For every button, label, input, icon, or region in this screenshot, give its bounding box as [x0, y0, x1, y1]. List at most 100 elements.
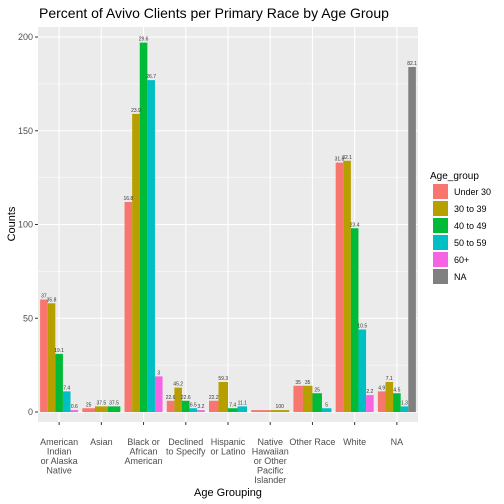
legend-swatch [433, 235, 448, 250]
bar [302, 385, 313, 412]
bar [47, 303, 56, 412]
bar-data-label: 6.5 [190, 402, 197, 408]
x-tick-label: White [343, 437, 366, 447]
x-tick-label: Native Hawaiian or Other Pacific Islander [252, 437, 289, 485]
x-axis: American Indian or Alaska Native Asian Black … [40, 422, 403, 485]
bar [107, 406, 121, 412]
bar-data-label: 4.9 [378, 385, 385, 391]
bar [139, 42, 148, 412]
bar [270, 410, 290, 412]
bar [293, 385, 303, 412]
bar [166, 400, 175, 412]
bar-data-label: 22.6 [166, 395, 176, 401]
bar-data-label: 22.6 [181, 395, 191, 401]
y-tick-label: 150 [18, 126, 33, 136]
legend-label: 60+ [454, 255, 469, 265]
bar-data-label: 7.1 [386, 376, 393, 382]
bar [197, 410, 205, 412]
legend-swatch [433, 184, 448, 199]
bar-data-label: 4.5 [393, 387, 400, 393]
bar [385, 382, 394, 412]
bar [147, 80, 155, 412]
y-axis-title: Counts [6, 206, 18, 241]
bar [55, 353, 63, 412]
x-tick-label: American Indian or Alaska Native [40, 437, 78, 476]
legend-label: 30 to 39 [454, 204, 487, 214]
x-tick-label: NA [391, 437, 404, 447]
x-axis-title: Age Grouping [194, 487, 262, 499]
bar-data-label: 2.2 [366, 389, 373, 395]
legend-label: 40 to 49 [454, 221, 487, 231]
bar [237, 406, 247, 412]
bar-data-label: 100 [276, 404, 285, 410]
bar-data-label: 29.6 [139, 37, 149, 43]
x-tick-label: Other Race [289, 437, 335, 447]
bar [218, 382, 228, 412]
bar [189, 408, 198, 412]
y-tick-label: 100 [18, 220, 33, 230]
y-axis: 0 50 100 150 200 [18, 32, 38, 417]
y-tick-label: 200 [18, 32, 33, 42]
bar-data-label: 23.9 [131, 108, 141, 114]
bar-data-label: 25 [86, 402, 92, 408]
bar [95, 406, 108, 412]
x-tick-label: Asian [90, 437, 113, 447]
bar [251, 410, 271, 412]
bar [366, 395, 374, 412]
legend-swatch [433, 269, 448, 284]
bar [350, 228, 359, 412]
bar-data-label: 32.1 [342, 155, 352, 161]
chart-title: Percent of Avivo Clients per Primary Rac… [39, 5, 389, 21]
bar [408, 67, 416, 412]
bar-data-label: 10.5 [357, 324, 367, 330]
x-tick-label: Declined to Specify [166, 437, 206, 457]
bar [132, 113, 140, 412]
bar [400, 406, 409, 412]
bar [377, 391, 386, 412]
bar [393, 393, 401, 412]
legend-label: Under 30 [454, 187, 491, 197]
y-tick-label: 50 [23, 313, 33, 323]
bar-data-label: 16.8 [123, 196, 133, 202]
bar-data-label: 35 [305, 380, 311, 386]
bar-data-label: 37.5 [96, 400, 106, 406]
bar [70, 410, 79, 412]
legend: Age_group Under 30 30 to 39 40 to 49 50 to … [430, 171, 491, 284]
bar [154, 376, 163, 412]
bar [40, 299, 48, 412]
legend-label: 50 to 59 [454, 238, 487, 248]
legend-swatch [433, 201, 448, 216]
y-tick-label: 0 [28, 407, 33, 417]
legend-swatch [433, 218, 448, 233]
bar [181, 400, 190, 412]
bar [82, 408, 95, 412]
bar-data-label: 45.2 [173, 382, 183, 388]
bars [40, 42, 416, 412]
bar-data-label: 0.6 [71, 404, 78, 410]
x-tick-label: Black or African American [125, 437, 163, 466]
bar [321, 408, 332, 412]
bar-data-label: 35.8 [47, 297, 57, 303]
bar [335, 162, 344, 412]
legend-title: Age_group [430, 171, 479, 182]
bar-data-label: 26.7 [146, 74, 156, 80]
bar-data-label: 37 [41, 294, 47, 300]
bar [124, 202, 133, 412]
bar [209, 400, 219, 412]
bar-data-label: 19.1 [54, 348, 64, 354]
bar-data-label: 82.1 [407, 61, 417, 67]
bar-data-label: 7.4 [229, 402, 236, 408]
bar [174, 387, 182, 412]
bar-data-label: 3 [157, 370, 160, 376]
x-tick-label: Hispanic or Latino [210, 437, 245, 457]
bar [343, 160, 351, 412]
bar-data-label: 7.4 [63, 385, 70, 391]
bar-data-label: 23.4 [350, 222, 360, 228]
bar-data-label: 35 [295, 380, 301, 386]
bar-data-label: 37.5 [109, 400, 119, 406]
bar-data-label: 5 [325, 402, 328, 408]
bar [312, 393, 322, 412]
legend-swatch [433, 252, 448, 267]
